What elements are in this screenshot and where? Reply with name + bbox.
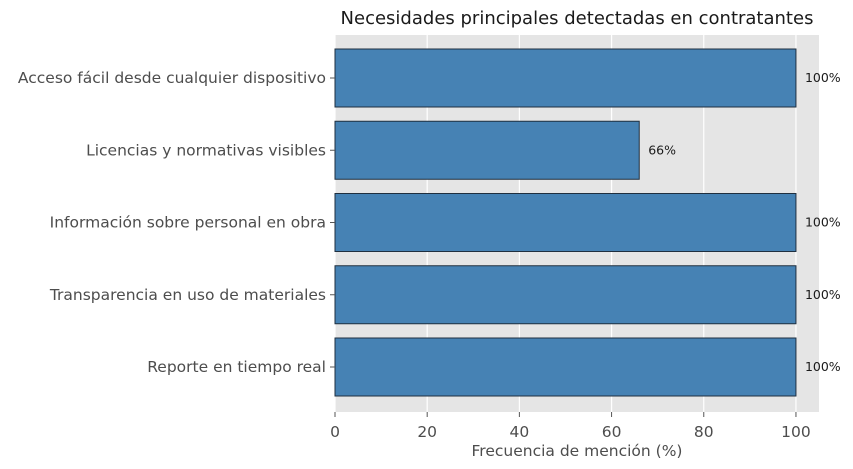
x-tick-label: 40 [510,423,530,441]
category-label: Información sobre personal en obra [50,214,326,232]
data-label: 100% [805,287,841,302]
data-label: 100% [805,215,841,230]
data-label: 100% [805,359,841,374]
x-tick-label: 0 [330,423,340,441]
x-tick-label: 100 [781,423,811,441]
category-label: Transparencia en uso de materiales [49,286,326,304]
x-tick-label: 60 [602,423,622,441]
bar [334,265,797,325]
x-axis-label: Frecuencia de mención (%) [472,442,683,460]
bars [334,48,797,397]
chart-title: Necesidades principales detectadas en co… [341,8,814,29]
x-tick-label: 20 [417,423,437,441]
category-labels: Acceso fácil desde cualquier dispositivo… [18,69,335,376]
bar [334,48,797,108]
category-label: Reporte en tiempo real [147,358,326,376]
category-label: Acceso fácil desde cualquier dispositivo [18,69,326,87]
data-label: 66% [648,142,676,157]
bar [334,337,797,397]
x-axis-ticks: 0 20 40 60 80 100 [330,412,811,441]
x-tick-label: 80 [694,423,714,441]
data-labels: 100% 66% 100% 100% 100% [648,70,841,374]
category-label: Licencias y normativas visibles [86,141,326,159]
bar [334,193,797,252]
bar [334,120,640,180]
data-label: 100% [805,70,841,85]
